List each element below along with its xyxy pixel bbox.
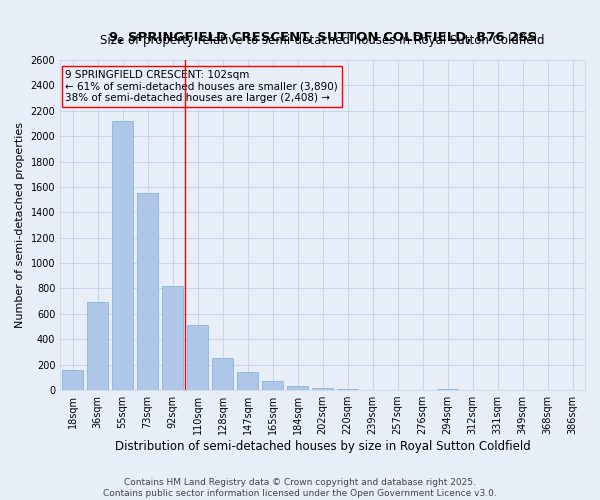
Bar	[162, 286, 183, 390]
Text: Size of property relative to semi-detached houses in Royal Sutton Coldfield: Size of property relative to semi-detach…	[100, 34, 545, 47]
Bar	[287, 386, 308, 390]
X-axis label: Distribution of semi-detached houses by size in Royal Sutton Coldfield: Distribution of semi-detached houses by …	[115, 440, 530, 453]
Bar	[87, 302, 108, 390]
Bar	[262, 381, 283, 390]
Y-axis label: Number of semi-detached properties: Number of semi-detached properties	[15, 122, 25, 328]
Title: 9, SPRINGFIELD CRESCENT, SUTTON COLDFIELD, B76 2SS: 9, SPRINGFIELD CRESCENT, SUTTON COLDFIEL…	[109, 30, 536, 44]
Text: Contains HM Land Registry data © Crown copyright and database right 2025.
Contai: Contains HM Land Registry data © Crown c…	[103, 478, 497, 498]
Bar	[112, 121, 133, 390]
Bar	[137, 194, 158, 390]
Bar	[62, 370, 83, 390]
Bar	[212, 358, 233, 390]
Text: 9 SPRINGFIELD CRESCENT: 102sqm
← 61% of semi-detached houses are smaller (3,890): 9 SPRINGFIELD CRESCENT: 102sqm ← 61% of …	[65, 70, 338, 103]
Bar	[187, 326, 208, 390]
Bar	[237, 372, 258, 390]
Bar	[312, 388, 333, 390]
